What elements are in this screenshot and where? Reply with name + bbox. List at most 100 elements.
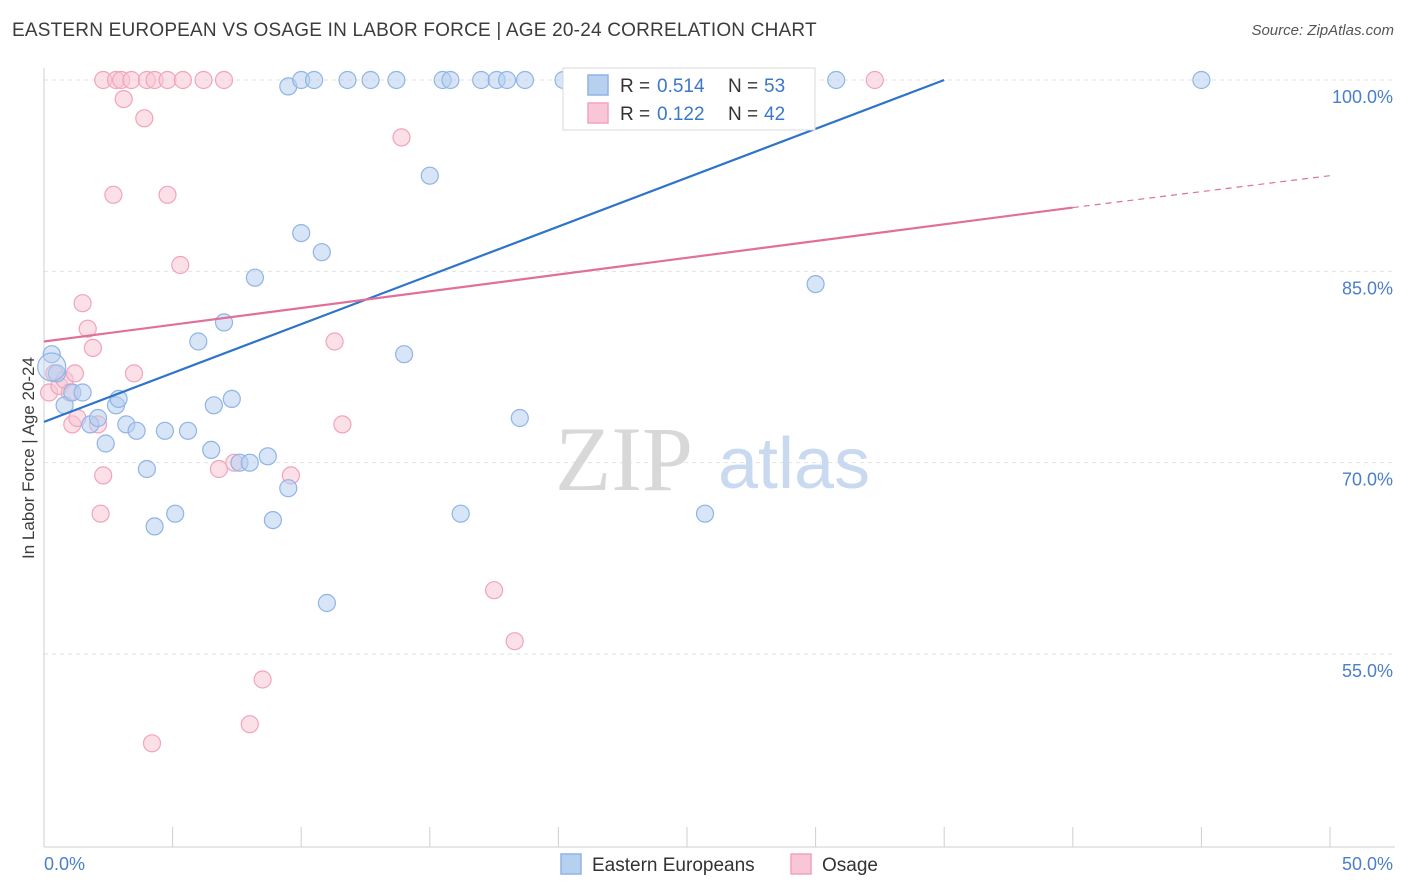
osage-point [214,70,234,90]
eastern-european-point [510,408,529,428]
eastern-european-point [317,593,336,613]
watermark-atlas: atlas [718,424,870,504]
osage-point [173,70,192,90]
legend-swatch-pink [587,102,609,124]
eastern-european-point [155,421,174,440]
osage-point [78,319,97,338]
legend-r-label-pink: R = [620,104,650,125]
osage-point [392,128,411,147]
eastern-european-point [292,224,311,243]
osage-trend-line-extension [1072,175,1331,209]
eastern-european-point [127,421,146,440]
osage-point [253,670,272,689]
eastern-european-point [189,332,208,351]
eastern-european-point [202,440,221,459]
eastern-european-point [827,70,846,90]
eastern-european-point [312,243,331,262]
eastern-european-point [451,504,470,523]
eastern-european-point [178,421,198,440]
osage-point [114,89,133,109]
osage-point [209,459,228,479]
osage-point [122,70,141,90]
osage-point [104,185,123,204]
eastern-european-cluster-point [37,352,67,382]
osage-point [135,109,154,128]
legend-r-value-pink: 0.122 [657,104,705,125]
osage-point [325,332,344,351]
osage-point [73,294,92,313]
legend-r-label-blue: R = [620,76,650,97]
osage-point [865,70,884,90]
eastern-european-point [222,389,241,408]
x-axis-ticks [43,827,1331,847]
osage-point [158,185,177,204]
watermark-zip: ZIP [555,408,693,510]
y-tick-labels: 55.0% 70.0% 85.0% 100.0% [1332,87,1393,681]
eastern-european-point [305,70,324,90]
trend-lines [43,78,1331,423]
legend-swatch-blue [587,74,609,96]
eastern-european-point [472,70,491,90]
eastern-european-point [245,268,264,287]
osage-point [194,70,213,90]
osage-trend-line [43,206,1073,343]
legend-n-value-pink: 42 [764,104,785,125]
series-legend: Eastern Europeans Osage [560,853,878,876]
osage-point [158,70,177,90]
eastern-european-point [279,479,298,498]
osage-point [94,466,113,485]
chart-title: EASTERN EUROPEAN VS OSAGE IN LABOR FORCE… [12,20,817,41]
eastern-european-point [96,434,115,453]
eastern-european-point [145,517,164,536]
eastern-european-trend-line [43,78,945,423]
osage-point [485,581,504,600]
eastern-european-point [806,275,825,294]
osage-point [83,338,103,357]
eastern-european-point [88,408,108,428]
legend-n-label-blue: N = [728,76,758,97]
x-tick-label-max: 50.0% [1342,854,1393,874]
y-tick-label: 100.0% [1332,87,1393,107]
eastern-european-point [441,70,460,90]
source-label: Source: ZipAtlas.com [1251,22,1394,39]
y-tick-label: 55.0% [1342,661,1393,681]
eastern-european-points [37,70,1211,613]
y-axis-label: In Labor Force | Age 20-24 [19,357,38,559]
legend-swatch-eastern-europeans [560,853,582,875]
y-tick-label: 85.0% [1342,278,1393,298]
correlation-legend: R = 0.514 N = 53 R = 0.122 N = 42 [562,67,816,131]
eastern-european-point [204,396,223,415]
eastern-european-point [338,70,357,90]
legend-n-value-blue: 53 [764,76,785,97]
osage-point [124,364,144,383]
eastern-european-point [42,345,61,364]
eastern-european-point [420,166,439,185]
eastern-european-point [497,70,517,90]
eastern-european-point [361,70,380,90]
eastern-european-point [166,504,185,523]
x-tick-label-min: 0.0% [44,854,85,874]
eastern-european-point [1192,70,1211,90]
osage-point [333,415,352,434]
eastern-european-point [73,383,92,402]
eastern-european-point [258,447,277,466]
eastern-european-point [240,453,259,472]
legend-n-label-pink: N = [728,104,758,125]
legend-swatch-osage [790,853,812,875]
eastern-european-point [695,504,715,523]
eastern-european-point [395,345,414,364]
legend-label-eastern-europeans: Eastern Europeans [592,855,755,876]
osage-point [240,715,259,734]
eastern-european-point [137,459,156,479]
eastern-european-point [387,70,406,90]
osage-point [142,734,162,753]
osage-point [505,632,524,651]
osage-points [39,70,884,753]
osage-point [91,504,110,523]
eastern-european-point [515,70,535,90]
eastern-european-point [263,510,282,530]
legend-label-osage: Osage [822,855,878,876]
osage-point [171,255,190,275]
osage-point [65,364,85,383]
